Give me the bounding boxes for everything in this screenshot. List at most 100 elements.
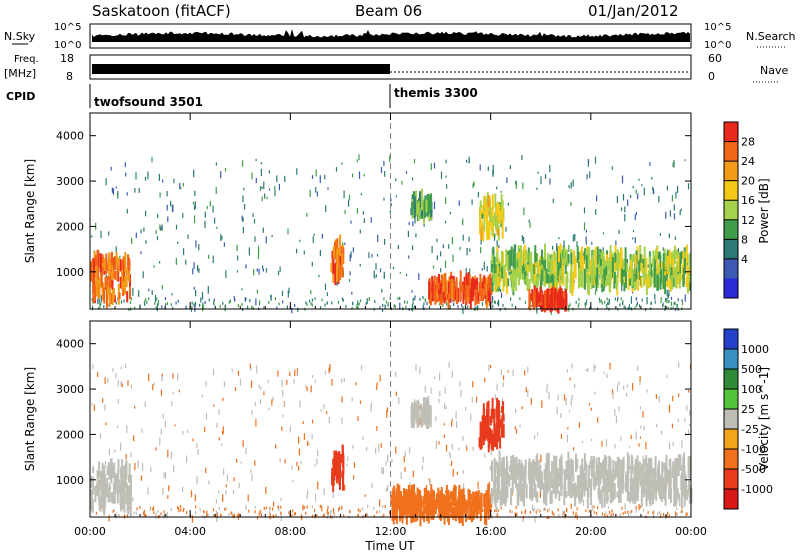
region-echo xyxy=(499,214,502,224)
near-range-echo xyxy=(515,506,517,509)
scatter-echo xyxy=(311,175,314,179)
region-echo xyxy=(444,272,447,293)
region-echo xyxy=(567,451,570,473)
scatter-echo xyxy=(359,229,361,234)
region-echo xyxy=(618,482,621,495)
region-echo xyxy=(619,489,622,503)
scatter-echo xyxy=(452,254,454,262)
scatter-echo xyxy=(272,396,274,401)
region-echo xyxy=(451,491,454,499)
region-echo xyxy=(642,265,645,276)
scatter-echo xyxy=(567,427,569,430)
region-echo xyxy=(675,476,678,498)
near-range-echo xyxy=(668,300,670,304)
region-echo xyxy=(623,279,626,292)
near-range-echo xyxy=(177,507,180,510)
region-echo xyxy=(126,500,129,513)
region-echo xyxy=(426,504,428,522)
scatter-echo xyxy=(281,290,284,297)
scatter-echo xyxy=(200,297,202,303)
region-echo xyxy=(664,252,667,263)
scatter-echo xyxy=(562,510,564,518)
region-echo xyxy=(629,478,632,500)
region-echo xyxy=(590,266,593,285)
region-echo xyxy=(642,458,645,476)
near-range-echo xyxy=(665,299,667,302)
scatter-echo xyxy=(99,433,102,439)
scatter-echo xyxy=(583,499,585,506)
near-range-echo xyxy=(366,512,369,516)
region-echo xyxy=(520,245,522,265)
scatter-echo xyxy=(274,185,276,190)
scatter-echo xyxy=(639,379,641,386)
scatter-echo xyxy=(594,156,597,164)
region-echo xyxy=(439,287,442,294)
scatter-echo xyxy=(564,513,566,519)
near-range-echo xyxy=(161,305,163,309)
region-echo xyxy=(117,258,120,274)
region-echo xyxy=(503,278,506,287)
region-echo xyxy=(414,401,417,414)
scatter-echo xyxy=(148,373,150,382)
scatter-echo xyxy=(382,467,384,475)
region-echo xyxy=(464,284,467,303)
scatter-echo xyxy=(641,184,643,187)
scatter-echo xyxy=(589,171,591,178)
scatter-echo xyxy=(162,179,164,183)
scatter-echo xyxy=(291,307,293,314)
region-echo xyxy=(597,263,600,286)
region-echo xyxy=(659,271,662,290)
near-range-echo xyxy=(113,509,115,512)
region-echo xyxy=(525,275,528,286)
region-echo xyxy=(564,291,567,311)
scatter-echo xyxy=(448,362,450,368)
scatter-echo xyxy=(629,466,631,470)
region-echo xyxy=(111,258,114,281)
scatter-echo xyxy=(425,485,428,492)
x-tick-label: 08:00 xyxy=(274,525,306,538)
scatter-echo xyxy=(173,178,175,184)
region-echo xyxy=(428,280,431,300)
region-echo xyxy=(669,488,672,504)
scatter-echo xyxy=(249,363,251,369)
scatter-echo xyxy=(167,495,169,499)
scatter-echo xyxy=(383,160,385,166)
scatter-echo xyxy=(494,234,496,239)
region-echo xyxy=(493,458,496,480)
scatter-echo xyxy=(588,403,590,406)
scatter-echo xyxy=(574,383,576,388)
scatter-echo xyxy=(632,383,634,391)
scatter-echo xyxy=(395,371,397,377)
scatter-echo xyxy=(126,192,128,196)
scatter-echo xyxy=(131,237,133,244)
region-echo xyxy=(501,251,503,268)
scatter-echo xyxy=(563,240,565,248)
scatter-echo xyxy=(143,227,145,232)
region-echo xyxy=(536,467,538,481)
scatter-echo xyxy=(198,244,200,251)
region-echo xyxy=(581,266,584,288)
scatter-echo xyxy=(430,387,432,394)
region-echo xyxy=(413,408,416,421)
region-echo xyxy=(92,277,95,294)
scatter-echo xyxy=(266,196,268,200)
region-echo xyxy=(101,463,104,472)
scatter-echo xyxy=(458,200,460,206)
near-range-echo xyxy=(543,507,545,511)
scatter-echo xyxy=(173,465,175,473)
region-echo xyxy=(502,424,505,438)
scatter-echo xyxy=(215,186,217,194)
region-echo xyxy=(666,467,668,478)
near-range-echo xyxy=(546,516,548,520)
near-range-echo xyxy=(557,508,559,512)
scatter-echo xyxy=(223,468,225,476)
region-echo xyxy=(497,202,499,210)
region-echo xyxy=(621,264,623,286)
scatter-echo xyxy=(364,494,366,497)
region-echo xyxy=(562,272,565,286)
near-range-echo xyxy=(224,304,227,308)
scatter-echo xyxy=(669,210,671,217)
region-echo xyxy=(562,292,565,303)
region-echo xyxy=(545,293,548,307)
region-echo xyxy=(617,476,620,488)
